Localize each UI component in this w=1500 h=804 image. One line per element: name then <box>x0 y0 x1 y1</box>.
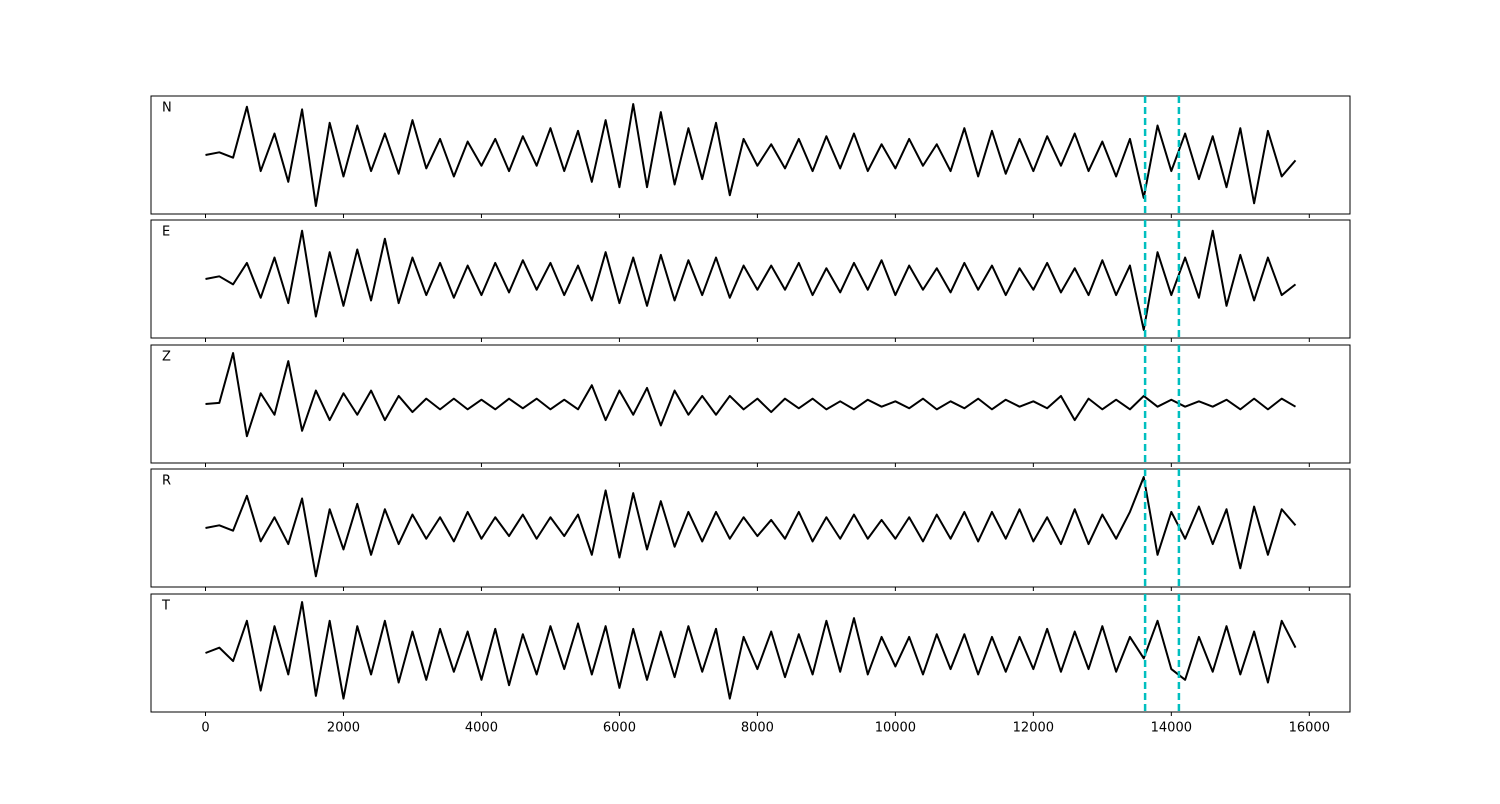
panel-label: R <box>162 474 171 489</box>
x-tick-label: 8000 <box>741 721 774 736</box>
x-tick-label: 16000 <box>1289 721 1330 736</box>
x-tick-label: 0 <box>201 721 209 736</box>
x-tick-label: 10000 <box>875 721 916 736</box>
panel-label: N <box>162 101 172 116</box>
trace <box>205 352 1297 438</box>
panel-label: T <box>161 599 170 614</box>
panel-frame <box>150 95 1351 215</box>
panel-label: Z <box>162 350 171 365</box>
panel-frame <box>150 593 1351 713</box>
trace <box>205 229 1297 331</box>
x-tick-label: 12000 <box>1013 721 1054 736</box>
panel-frame <box>150 219 1351 339</box>
trace <box>205 103 1297 207</box>
x-tick-label: 2000 <box>327 721 360 736</box>
x-tick-label: 6000 <box>603 721 636 736</box>
panel-label: E <box>162 225 170 240</box>
panel-frame <box>150 468 1351 588</box>
x-tick-label: 14000 <box>1151 721 1192 736</box>
trace <box>205 476 1297 578</box>
x-tick-label: 4000 <box>465 721 498 736</box>
trace <box>205 601 1297 700</box>
panel-frame <box>150 344 1351 464</box>
